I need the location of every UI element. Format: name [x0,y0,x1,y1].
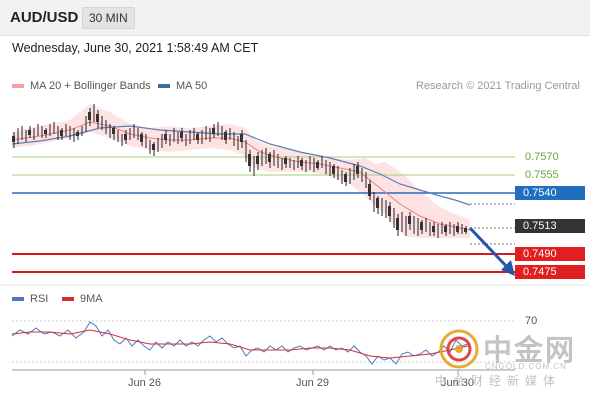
candle-bodies [12,112,467,232]
ma20-line [11,121,471,231]
bollinger-swatch [12,84,24,88]
level-label-0.7570: 0.7570 [525,151,559,163]
level-label-0.7555: 0.7555 [525,169,559,181]
chart-header: AUD/USD 30 MIN [0,0,590,36]
x-tick-jun30: Jun 30 [441,377,475,389]
level-tag-0.7540: 0.7540 [515,186,585,200]
watermark-url-text: CNGOLD.COM.CN [485,362,567,371]
forecast-arrow-line [468,226,510,270]
rsi-9ma-line [11,329,469,359]
ma50-line [11,125,471,206]
level-tag-0.7490: 0.7490 [515,247,585,261]
cngold-logo-icon [439,329,479,369]
copyright-text: Research © 2021 Trading Central [415,80,580,92]
legend-ma50-label: MA 50 [176,80,208,92]
legend-bollinger[interactable]: MA 20 + Bollinger Bands [12,80,151,92]
last-price-tag: 0.7513 [515,219,585,233]
legend-bollinger-label: MA 20 + Bollinger Bands [30,80,151,92]
rsi-swatch [12,297,24,301]
watermark-cn-text: 中金网 [483,333,577,367]
timeframe-badge[interactable]: 30 MIN [82,7,135,29]
symbol-title: AUD/USD [10,9,79,26]
legend-rsi-label: RSI [30,293,49,305]
level-tag-0.7475: 0.7475 [515,265,585,279]
rsi-tick-70: 70 [525,315,538,327]
watermark-sub-text: 中金财经新媒体 [435,374,562,388]
cngold-watermark: 中金网 CNGOLD.COM.CN 中金财经新媒体 [435,327,585,392]
legend-9ma-label: 9MA [80,293,103,305]
legend-rsi[interactable]: RSI [12,293,48,305]
bollinger-band [12,104,470,238]
x-tick-jun29: Jun 29 [296,377,330,389]
x-tick-jun26: Jun 26 [128,377,162,389]
ma50-swatch [158,84,170,88]
ma9-swatch [62,297,74,301]
legend-9ma[interactable]: 9MA [62,293,103,305]
legend-ma50[interactable]: MA 50 [158,80,207,92]
forecast-arrow-head [501,260,515,276]
chart-datetime: Wednesday, June 30, 2021 1:58:49 AM CET [12,41,259,55]
rsi-line [11,321,469,365]
